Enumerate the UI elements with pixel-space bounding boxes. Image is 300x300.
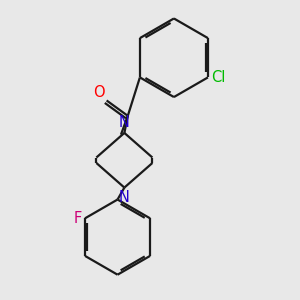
Text: N: N	[119, 115, 130, 130]
Text: N: N	[119, 190, 130, 205]
Text: Cl: Cl	[212, 70, 226, 85]
Text: F: F	[74, 211, 82, 226]
Text: O: O	[93, 85, 105, 100]
